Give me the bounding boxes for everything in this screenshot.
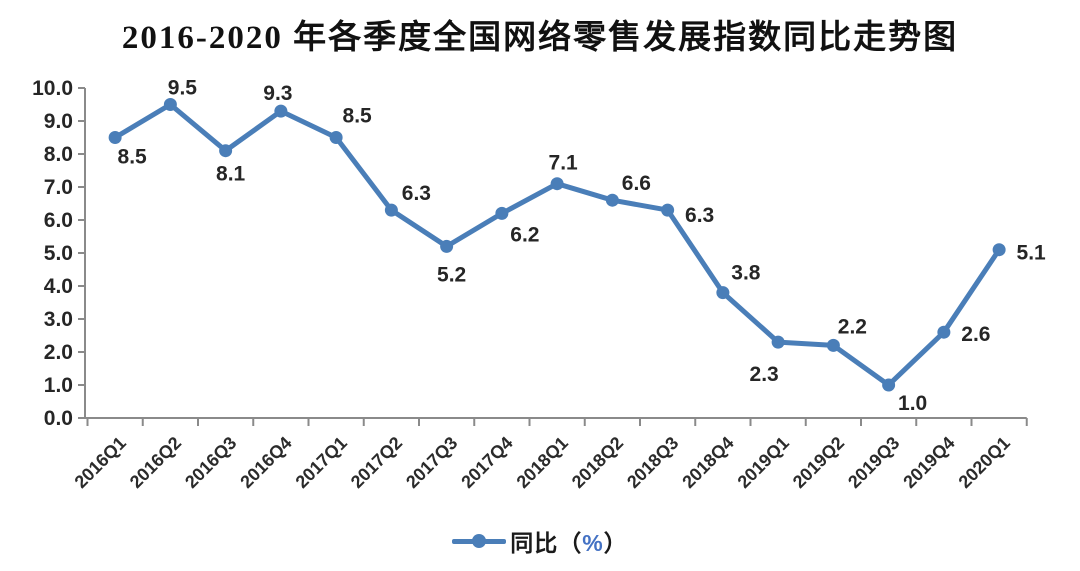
x-axis-tick-label: 2018Q3 (623, 433, 682, 492)
x-axis-tick-label: 2018Q2 (568, 433, 627, 492)
y-axis-tick-label: 7.0 (44, 176, 73, 199)
data-label: 6.2 (510, 223, 539, 246)
legend-series-label: 同比（%） (510, 524, 627, 558)
y-axis-tick-label: 9.0 (44, 110, 73, 133)
data-point (826, 338, 840, 352)
data-point (384, 203, 398, 217)
data-point (716, 286, 730, 300)
data-label: 9.3 (263, 82, 292, 105)
data-label: 2.3 (750, 363, 779, 386)
x-axis-tick-label: 2017Q1 (292, 433, 351, 492)
x-axis-tick-label: 2017Q2 (347, 433, 406, 492)
data-label: 5.2 (437, 263, 466, 286)
x-axis-tick-label: 2019Q3 (844, 433, 903, 492)
data-point (550, 177, 564, 191)
data-label: 3.8 (731, 262, 761, 285)
y-axis-tick-label: 1.0 (44, 374, 73, 397)
data-point (882, 378, 896, 392)
y-axis-tick-label: 2.0 (44, 341, 73, 364)
data-point (937, 325, 951, 339)
y-axis-tick-label: 0.0 (44, 407, 73, 430)
data-label: 6.3 (685, 204, 714, 227)
data-label: 2.6 (961, 323, 990, 346)
data-point (108, 131, 122, 144)
data-label: 1.0 (898, 392, 927, 415)
x-axis-tick-label: 2018Q1 (513, 433, 572, 492)
y-axis-tick-label: 6.0 (44, 209, 73, 232)
legend: 同比（%） (0, 524, 1080, 558)
legend-line-marker (452, 534, 507, 548)
x-axis-tick-label: 2016Q1 (71, 433, 130, 492)
data-point (495, 206, 509, 220)
y-axis-tick-label: 10.0 (32, 77, 73, 100)
y-axis-tick-label: 8.0 (44, 143, 73, 166)
data-label: 8.5 (118, 146, 148, 169)
x-axis-tick-label: 2019Q1 (734, 433, 793, 492)
y-axis-tick-label: 4.0 (44, 275, 73, 298)
data-point (661, 203, 675, 217)
x-axis-tick-label: 2017Q4 (457, 433, 516, 492)
x-axis-tick-label: 2020Q1 (955, 433, 1014, 492)
chart-title: 2016-2020 年各季度全国网络零售发展指数同比走势图 (121, 20, 959, 56)
data-label: 6.3 (402, 182, 431, 205)
data-point (992, 243, 1006, 257)
legend-label-suffix: ） (603, 530, 628, 556)
data-point (605, 193, 619, 207)
y-axis-tick-label: 3.0 (44, 308, 73, 331)
data-point (219, 144, 233, 158)
data-point (163, 98, 177, 111)
legend-percent-sign: % (582, 530, 604, 556)
x-axis-tick-label: 2016Q3 (181, 433, 240, 492)
x-axis-tick-label: 2017Q3 (402, 433, 461, 492)
data-label: 6.6 (622, 172, 651, 195)
data-label: 9.5 (168, 77, 198, 100)
x-axis-tick-label: 2019Q2 (789, 433, 848, 492)
data-label: 8.1 (216, 163, 246, 186)
x-axis-tick-label: 2016Q4 (236, 433, 295, 492)
data-point (329, 131, 343, 144)
data-point (274, 104, 288, 118)
data-label: 5.1 (1017, 242, 1047, 265)
data-point (771, 335, 785, 349)
series-line (112, 102, 1002, 388)
y-axis-tick-label: 5.0 (44, 242, 73, 265)
x-axis-tick-label: 2018Q4 (678, 433, 737, 492)
data-point (440, 239, 454, 253)
x-axis-tick-label: 2019Q4 (899, 433, 958, 492)
x-axis-tick-label: 2016Q2 (126, 433, 185, 492)
data-label: 2.2 (838, 315, 867, 338)
data-label: 7.1 (549, 152, 579, 175)
legend-dot-marker (472, 534, 487, 548)
data-label: 8.5 (343, 105, 373, 128)
legend-label-prefix: 同比（ (510, 530, 583, 556)
